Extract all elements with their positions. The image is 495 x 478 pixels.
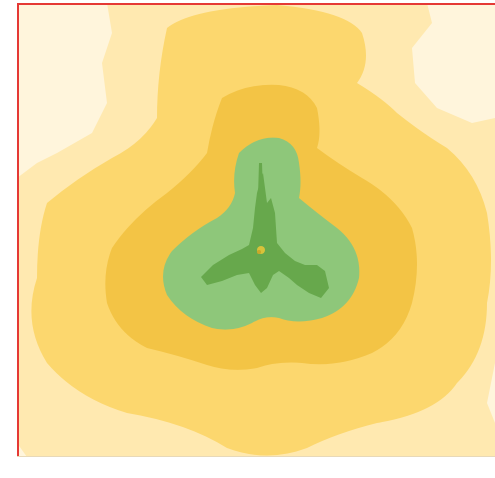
core-spike — [258, 163, 263, 195]
frame-border-bottom — [17, 456, 495, 457]
core-zone — [201, 173, 329, 298]
frame-border-left — [17, 3, 19, 457]
contour-map — [17, 3, 495, 457]
map-canvas[interactable] — [17, 3, 495, 457]
center-marker-dot — [257, 250, 261, 254]
frame-border-top — [17, 3, 495, 5]
